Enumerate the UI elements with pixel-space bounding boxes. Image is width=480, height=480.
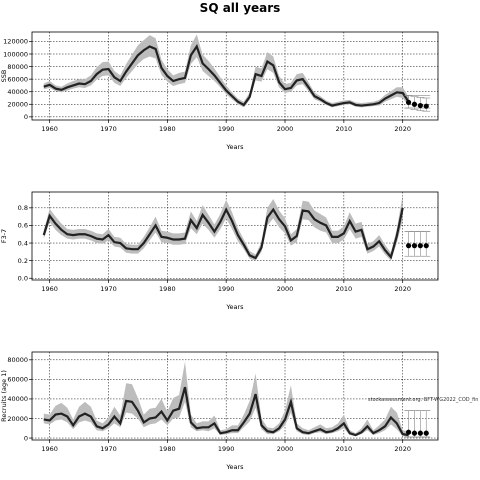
forecast-point	[423, 103, 429, 109]
y-tick-label: 0.8	[18, 204, 28, 212]
x-axis-label: Years	[225, 143, 244, 151]
y-axis-label: F3-7	[0, 229, 8, 243]
forecast-point	[411, 243, 418, 249]
x-tick-label: 1980	[159, 125, 176, 133]
forecast-point	[423, 430, 429, 436]
y-tick-label: 80000	[7, 63, 28, 71]
forecast-point	[423, 243, 429, 249]
forecast-point	[417, 430, 423, 436]
y-tick-label: 0.0	[18, 275, 28, 283]
x-tick-label: 1970	[100, 445, 117, 453]
forecast-point	[411, 101, 418, 107]
confidence-band	[43, 34, 409, 108]
forecast-point	[405, 429, 412, 435]
plot-frame	[31, 351, 439, 441]
plot-frame	[31, 191, 439, 281]
x-tick-label: 2020	[394, 445, 411, 453]
y-tick-label: 60000	[7, 75, 28, 83]
y-tick-label: 80000	[7, 356, 28, 364]
fishing-mortality-panel: 1960 1970 1980 1990 2000 2010 2020 0.0 0.2 0.4 0.6…	[0, 191, 439, 311]
median-line	[43, 44, 410, 107]
x-tick-label: 2020	[394, 285, 411, 293]
figure-title: SQ all years	[200, 1, 281, 15]
y-tick-label: 0	[24, 113, 28, 121]
y-tick-label: 20000	[7, 415, 28, 423]
x-tick-label: 2000	[277, 125, 294, 133]
x-tick-label: 1970	[100, 125, 117, 133]
x-tick-label: 2000	[277, 285, 294, 293]
y-tick-label: 40000	[7, 395, 28, 403]
x-tick-label: 2010	[336, 125, 353, 133]
y-tick-label: 40000	[7, 88, 28, 96]
y-tick-label: 0.2	[18, 257, 28, 265]
ssb-panel: 1960 1970 1980 1990 2000 2010 2020 0 20000 40000 6…	[0, 31, 439, 151]
x-tick-label: 1960	[41, 445, 58, 453]
x-tick-label: 2010	[336, 285, 353, 293]
x-tick-label: 1990	[218, 445, 235, 453]
confidence-band	[43, 194, 403, 261]
forecast-point	[405, 99, 412, 105]
y-tick-label: 0.4	[18, 239, 28, 247]
y-tick-label: 0	[24, 434, 28, 442]
confidence-band	[43, 361, 409, 437]
y-tick-label: 120000	[3, 38, 28, 46]
recruitment-panel: 1960 1970 1980 1990 2000 2010 2020 0 20000 40000 6…	[0, 351, 439, 471]
x-tick-label: 1980	[159, 445, 176, 453]
x-tick-label: 1960	[41, 285, 58, 293]
plot-frame	[31, 31, 439, 121]
x-tick-label: 2020	[394, 125, 411, 133]
forecast-point	[411, 430, 418, 436]
x-tick-label: 1970	[100, 285, 117, 293]
x-tick-label: 1990	[218, 285, 235, 293]
x-axis-label: Years	[225, 303, 244, 311]
y-axis-label: SSB	[0, 70, 8, 83]
x-tick-label: 1990	[218, 125, 235, 133]
median-line	[42, 207, 404, 260]
x-tick-label: 2000	[277, 445, 294, 453]
x-tick-label: 1960	[41, 125, 58, 133]
y-axis-label: Recruits (age 1)	[0, 370, 8, 422]
x-tick-label: 1980	[159, 285, 176, 293]
x-axis-label: Years	[225, 463, 244, 471]
forecast-point	[417, 102, 423, 109]
forecast-point	[405, 243, 412, 249]
y-tick-label: 60000	[7, 376, 28, 384]
y-tick-label: 20000	[7, 101, 28, 109]
y-tick-label: 100000	[3, 50, 28, 58]
forecast-point	[417, 243, 423, 249]
median-line	[43, 386, 409, 437]
watermark-text: stockassessment.org: BFT-WG2022_COD_fin	[368, 397, 478, 403]
y-tick-label: 0.6	[18, 222, 28, 230]
x-tick-label: 2010	[336, 445, 353, 453]
